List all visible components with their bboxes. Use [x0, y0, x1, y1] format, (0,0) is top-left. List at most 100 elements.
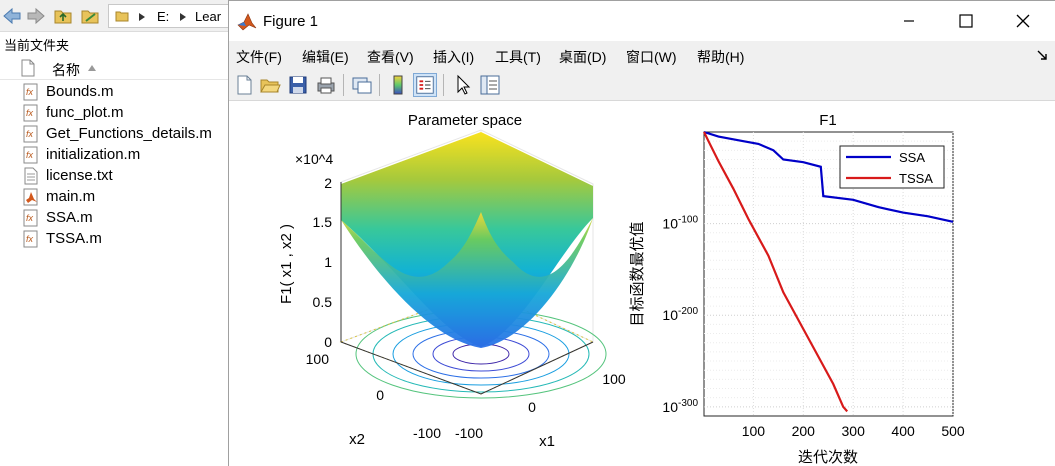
- menu-bar: 文件(F) 编辑(E) 查看(V) 插入(I) 工具(T) 桌面(D) 窗口(W…: [229, 41, 1055, 69]
- file-name: main.m: [46, 188, 96, 205]
- menu-insert[interactable]: 插入(I): [433, 49, 475, 65]
- x1-tick-label: -100: [455, 425, 483, 441]
- save-icon[interactable]: [286, 73, 310, 97]
- chevron-right-icon: [139, 13, 145, 21]
- file-list-item[interactable]: fx Bounds.m: [0, 82, 232, 103]
- path-field[interactable]: E: Lear: [108, 4, 232, 28]
- file-list-item[interactable]: fx func_plot.m: [0, 103, 232, 124]
- svg-text:fx: fx: [26, 213, 34, 223]
- menu-window[interactable]: 窗口(W): [626, 49, 677, 65]
- matlab-function-icon: fx: [23, 230, 38, 248]
- matlab-function-icon: fx: [23, 125, 38, 143]
- current-folder-panel: E: Lear 当前文件夹 名称 fx Bounds.m fx func_plot.m…: [0, 0, 232, 466]
- x1-tick-label: 100: [602, 371, 626, 387]
- surface-front-sheet: [341, 212, 593, 348]
- matlab-function-icon: fx: [23, 146, 38, 164]
- print-icon[interactable]: [314, 73, 338, 97]
- file-list-item[interactable]: fx Get_Functions_details.m: [0, 124, 232, 145]
- toolbar-separator: [379, 74, 380, 96]
- panel-title: 当前文件夹: [4, 38, 70, 53]
- legend-icon[interactable]: [413, 73, 437, 97]
- legend-label-tssa: TSSA: [899, 171, 933, 186]
- file-list-item[interactable]: main.m: [0, 187, 232, 208]
- file-list-item[interactable]: fx initialization.m: [0, 145, 232, 166]
- link-plot-icon[interactable]: [350, 73, 374, 97]
- figure-toolbar: [229, 69, 1055, 101]
- convergence-plot: F1 10-100 10-200 10-300 100 200 300 400 500 迭代…: [629, 112, 965, 466]
- x-tick-label: 100: [742, 423, 766, 439]
- x-tick-label: 500: [941, 423, 965, 439]
- series-line-ssa: [703, 130, 954, 223]
- file-name: license.txt: [46, 167, 113, 184]
- x-axis-ticks: 100 200 300 400 500: [742, 423, 965, 439]
- toolbar-separator: [343, 74, 344, 96]
- file-list-item[interactable]: fx SSA.m: [0, 208, 232, 229]
- y-tick-label: 10-100: [662, 215, 698, 232]
- z-tick-label: 1.5: [313, 214, 333, 230]
- menu-view[interactable]: 查看(V): [367, 49, 414, 65]
- menu-tools[interactable]: 工具(T): [495, 49, 541, 65]
- file-list-item[interactable]: license.txt: [0, 166, 232, 187]
- file-name: func_plot.m: [46, 104, 124, 121]
- z-tick-label: 1: [324, 254, 332, 270]
- title-bar[interactable]: Figure 1: [229, 1, 1055, 41]
- close-icon[interactable]: [1000, 1, 1046, 41]
- z-tick-label: 0: [324, 334, 332, 350]
- grid-lines: [704, 132, 954, 416]
- figure-canvas[interactable]: Parameter space: [229, 102, 1055, 466]
- file-list-item[interactable]: fx TSSA.m: [0, 229, 232, 250]
- breadcrumb-drive[interactable]: E:: [157, 9, 170, 24]
- matlab-logo-icon: [237, 13, 257, 31]
- y-axis-ticks: 10-100 10-200 10-300: [662, 215, 698, 415]
- breadcrumb-folder[interactable]: Lear: [195, 9, 222, 24]
- file-name: Get_Functions_details.m: [46, 125, 212, 142]
- menu-help[interactable]: 帮助(H): [697, 49, 745, 65]
- z-tick-label: 0.5: [313, 294, 333, 310]
- menu-file[interactable]: 文件(F): [236, 49, 282, 65]
- matlab-script-icon: [23, 188, 38, 206]
- y-tick-label: 10-300: [662, 398, 698, 415]
- menu-desktop[interactable]: 桌面(D): [559, 49, 607, 65]
- minimize-icon[interactable]: [886, 1, 932, 41]
- x-axis-label: 迭代次数: [798, 449, 858, 466]
- file-name: SSA.m: [46, 209, 93, 226]
- x2-axis-label: x2: [349, 431, 365, 448]
- column-header[interactable]: 名称: [0, 56, 232, 80]
- file-name: initialization.m: [46, 146, 141, 163]
- dock-arrow-icon[interactable]: [1037, 50, 1047, 60]
- menu-edit[interactable]: 编辑(E): [302, 49, 349, 65]
- x1-axis-label: x1: [539, 433, 555, 450]
- legend[interactable]: SSA TSSA: [839, 145, 945, 189]
- x2-tick-label: 0: [376, 387, 384, 403]
- new-figure-icon[interactable]: [232, 73, 256, 97]
- x2-tick-label: -100: [413, 425, 441, 441]
- back-arrow-icon[interactable]: [2, 6, 22, 26]
- up-folder-icon[interactable]: [53, 6, 73, 26]
- legend-label-ssa: SSA: [899, 150, 925, 165]
- forward-arrow-icon[interactable]: [26, 6, 46, 26]
- edit-plot-cursor-icon[interactable]: [451, 73, 475, 97]
- file-type-column-icon: [21, 59, 35, 77]
- matlab-function-icon: fx: [23, 209, 38, 227]
- colorbar-icon[interactable]: [386, 73, 410, 97]
- x-tick-label: 400: [891, 423, 915, 439]
- figure-window: Figure 1 文件(F) 编辑(E) 查看(V) 插入(I) 工具(T) 桌…: [228, 0, 1055, 466]
- maximize-icon[interactable]: [942, 1, 988, 41]
- property-editor-icon[interactable]: [478, 73, 502, 97]
- svg-text:fx: fx: [26, 129, 34, 139]
- series-line-tssa: [703, 131, 849, 413]
- x-tick-label: 300: [842, 423, 866, 439]
- y-axis-label: 目标函数最优值: [629, 221, 646, 326]
- figure-plots: Parameter space: [278, 112, 965, 466]
- sort-ascending-icon: [88, 65, 96, 71]
- x1-tick-label: 0: [528, 399, 536, 415]
- text-file-icon: [24, 167, 38, 185]
- open-file-icon[interactable]: [258, 73, 282, 97]
- x-tick-label: 200: [792, 423, 816, 439]
- browse-folder-icon[interactable]: [80, 6, 100, 26]
- toolbar-separator: [443, 74, 444, 96]
- svg-text:fx: fx: [26, 108, 34, 118]
- file-name: Bounds.m: [46, 83, 114, 100]
- svg-text:fx: fx: [26, 234, 34, 244]
- z-axis-ticks: 2 1.5 1 0.5 0: [313, 175, 333, 350]
